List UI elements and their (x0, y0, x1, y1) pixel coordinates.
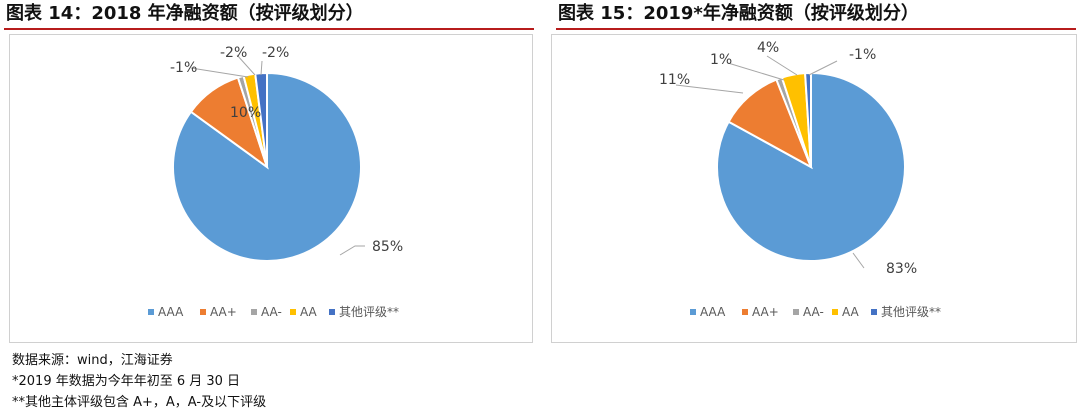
chart15-legend-swatch-aa (832, 309, 838, 315)
chart15-legend-swatch-aaa (690, 309, 696, 315)
chart14-leader-aaa (339, 245, 365, 256)
chart14-legend-label-其他评级: 其他评级** (339, 305, 399, 319)
chart15-legend-swatch-其他评级 (871, 309, 877, 315)
chart14-legend: AAA AA+ AA- AA 其他评级** (148, 305, 399, 319)
chart14-legend-label-aa: AA (300, 305, 318, 319)
chart15-legend-swatch-aaplus (742, 309, 748, 315)
chart15-leader-aaa (852, 252, 865, 269)
chart15-slice-aaplus (727, 78, 813, 170)
chart14-leader-其他评级 (260, 60, 263, 76)
chart15-legend-label-aaplus: AA+ (752, 305, 779, 319)
chart15-slice-其他评级 (804, 71, 812, 168)
chart14-data-label-aaa: 85% (372, 239, 403, 255)
chart14-data-label-aaminus: -1% (170, 60, 197, 76)
chart14-data-label-aa: -2% (220, 45, 247, 61)
chart15-leader-aaminus (727, 62, 785, 81)
chart14-legend-label-aaminus: AA- (261, 305, 282, 319)
chart14-legend-swatch-其他评级 (329, 309, 335, 315)
date-note: *2019 年数据为今年年初至 6 月 30 日 (12, 374, 241, 389)
chart15-data-label-aaa: 83% (886, 261, 917, 277)
chart14-legend-swatch-aaminus (251, 309, 257, 315)
chart-15-pie: 83% 11% 1% 4% -1% AAA AA+ AA- AA 其他评级** (659, 40, 941, 319)
chart15-legend-label-其他评级: 其他评级** (881, 305, 941, 319)
rating-note: **其他主体评级包含 A+，A，A-及以下评级 (12, 395, 267, 410)
chart15-legend-swatch-aaminus (793, 309, 799, 315)
chart15-data-label-aaminus: 1% (710, 52, 732, 68)
chart15-slices (716, 71, 906, 262)
footnotes: 数据来源：wind，江海证券 *2019 年数据为今年年初至 6 月 30 日 … (12, 350, 266, 413)
chart14-legend-label-aaplus: AA+ (210, 305, 237, 319)
chart-15-panel: 83% 11% 1% 4% -1% AAA AA+ AA- AA 其他评级** (551, 34, 1077, 343)
chart15-legend-label-aa: AA (842, 305, 860, 319)
title-underline-left (4, 28, 534, 30)
chart15-leader-aaplus (675, 84, 744, 94)
chart15-data-label-其他评级: -1% (849, 47, 876, 63)
source-note: 数据来源：wind，江海证券 (12, 353, 173, 368)
chart-15-title: 图表 15：2019*年净融资额（按评级划分） (558, 3, 919, 24)
chart15-data-label-aa: 4% (757, 40, 779, 56)
chart15-legend-label-aaminus: AA- (803, 305, 824, 319)
chart15-legend-label-aaa: AAA (700, 305, 726, 319)
chart14-legend-swatch-aaplus (200, 309, 206, 315)
chart-14-panel: 85% 10% -1% -2% -2% AAA AA+ AA- AA 其他评级** (9, 34, 533, 343)
chart14-legend-swatch-aa (290, 309, 296, 315)
chart-14-pie: 85% 10% -1% -2% -2% AAA AA+ AA- AA 其他评级** (148, 45, 403, 319)
chart15-leader-aa (766, 55, 798, 76)
chart15-data-label-aaplus: 11% (659, 72, 690, 88)
chart14-leader-aaminus (190, 67, 249, 78)
chart15-legend: AAA AA+ AA- AA 其他评级** (690, 305, 941, 319)
chart-14-title: 图表 14：2018 年净融资额（按评级划分） (6, 3, 364, 24)
chart14-data-label-aaplus: 10% (230, 105, 261, 121)
chart14-legend-label-aaa: AAA (158, 305, 184, 319)
chart14-leader-aa (236, 54, 256, 76)
chart14-data-label-其他评级: -2% (262, 45, 289, 61)
title-underline-right (556, 28, 1076, 30)
chart15-leader-其他评级 (808, 60, 838, 76)
chart14-legend-swatch-aaa (148, 309, 154, 315)
chart14-slices (172, 71, 362, 262)
